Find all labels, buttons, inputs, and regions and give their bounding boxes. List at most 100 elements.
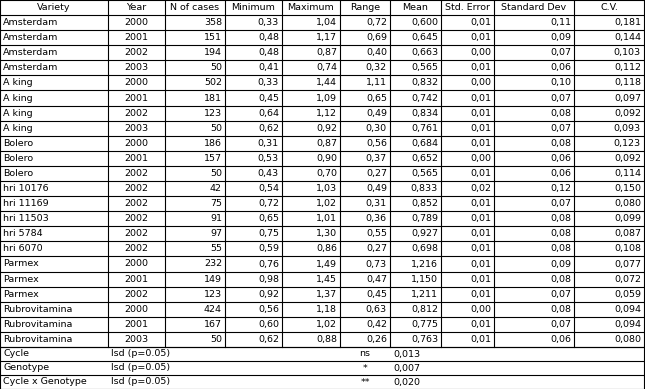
Text: hri 11503: hri 11503 [3,214,49,223]
Text: hri 6070: hri 6070 [3,244,43,253]
Text: 0,080: 0,080 [614,199,641,208]
Text: 0,698: 0,698 [411,244,438,253]
Text: 0,01: 0,01 [470,290,491,299]
Text: 2000: 2000 [124,139,148,148]
Text: 0,11: 0,11 [550,18,571,27]
Text: 0,56: 0,56 [366,139,387,148]
Text: 2002: 2002 [124,244,148,253]
Text: 0,112: 0,112 [614,63,641,72]
Text: 2000: 2000 [124,18,148,27]
Text: 1,211: 1,211 [411,290,438,299]
Text: 0,48: 0,48 [258,48,279,57]
Text: 0,080: 0,080 [614,335,641,344]
Text: Amsterdam: Amsterdam [3,63,59,72]
Text: Bolero: Bolero [3,154,33,163]
Text: 1,02: 1,02 [316,320,337,329]
Text: 0,06: 0,06 [550,154,571,163]
Text: 0,08: 0,08 [550,109,571,117]
Text: Parmex: Parmex [3,290,39,299]
Text: A king: A king [3,79,33,88]
Text: 0,31: 0,31 [258,139,279,148]
Text: Genotype: Genotype [3,363,49,373]
Text: 2002: 2002 [124,199,148,208]
Text: 0,652: 0,652 [411,154,438,163]
Text: lsd (p=0.05): lsd (p=0.05) [111,363,170,373]
Text: A king: A king [3,109,33,117]
Text: 0,007: 0,007 [393,363,420,373]
Text: 0,72: 0,72 [366,18,387,27]
Text: 0,789: 0,789 [411,214,438,223]
Text: 0,684: 0,684 [411,139,438,148]
Text: 0,64: 0,64 [258,109,279,117]
Text: 2002: 2002 [124,214,148,223]
Text: 2003: 2003 [124,124,148,133]
Text: C.V.: C.V. [600,3,618,12]
Text: 0,26: 0,26 [366,335,387,344]
Text: 0,092: 0,092 [614,154,641,163]
Text: Amsterdam: Amsterdam [3,48,59,57]
Text: 0,43: 0,43 [258,169,279,178]
Text: 0,072: 0,072 [614,275,641,284]
Text: Variety: Variety [37,3,71,12]
Text: 0,73: 0,73 [366,259,387,268]
Text: N of cases: N of cases [170,3,219,12]
Text: Std. Error: Std. Error [445,3,490,12]
Text: lsd (p=0.05): lsd (p=0.05) [111,377,170,387]
Text: 0,01: 0,01 [470,259,491,268]
Text: 0,62: 0,62 [258,335,279,344]
Text: 2001: 2001 [124,93,148,102]
Text: 0,150: 0,150 [614,184,641,193]
Text: A king: A king [3,124,33,133]
Text: Rubrovitamina: Rubrovitamina [3,320,72,329]
Text: 0,565: 0,565 [411,169,438,178]
Text: 0,02: 0,02 [470,184,491,193]
Text: Parmex: Parmex [3,275,39,284]
Text: 0,663: 0,663 [411,48,438,57]
Text: 50: 50 [210,169,222,178]
Text: 0,01: 0,01 [470,63,491,72]
Text: 0,07: 0,07 [550,48,571,57]
Text: 0,600: 0,600 [411,18,438,27]
Text: 0,059: 0,059 [614,290,641,299]
Text: 0,118: 0,118 [614,79,641,88]
Text: 0,833: 0,833 [411,184,438,193]
Text: 0,07: 0,07 [550,290,571,299]
Text: 91: 91 [210,214,222,223]
Text: 1,01: 1,01 [316,214,337,223]
Text: 0,01: 0,01 [470,230,491,238]
Text: 0,01: 0,01 [470,214,491,223]
Text: hri 10176: hri 10176 [3,184,48,193]
Text: 0,27: 0,27 [366,169,387,178]
Text: 50: 50 [210,63,222,72]
Text: 0,41: 0,41 [258,63,279,72]
Text: 0,00: 0,00 [470,79,491,88]
Text: 424: 424 [204,305,222,314]
Text: 123: 123 [204,109,222,117]
Text: 0,33: 0,33 [258,79,279,88]
Text: Standard Dev: Standard Dev [501,3,566,12]
Text: A king: A king [3,93,33,102]
Text: 0,00: 0,00 [470,154,491,163]
Text: hri 5784: hri 5784 [3,230,43,238]
Text: 0,27: 0,27 [366,244,387,253]
Text: 75: 75 [210,199,222,208]
Text: 1,17: 1,17 [316,33,337,42]
Text: 50: 50 [210,124,222,133]
Text: 186: 186 [204,139,222,148]
Text: Mean: Mean [402,3,428,12]
Text: 0,092: 0,092 [614,109,641,117]
Text: 2002: 2002 [124,109,148,117]
Text: 1,37: 1,37 [316,290,337,299]
Text: 1,49: 1,49 [316,259,337,268]
Text: 0,31: 0,31 [366,199,387,208]
Text: 0,01: 0,01 [470,33,491,42]
Text: 0,645: 0,645 [411,33,438,42]
Text: 2003: 2003 [124,63,148,72]
Text: Rubrovitamina: Rubrovitamina [3,305,72,314]
Text: 2001: 2001 [124,33,148,42]
Text: 0,10: 0,10 [550,79,571,88]
Text: Year: Year [126,3,146,12]
Text: 0,47: 0,47 [366,275,387,284]
Text: 0,56: 0,56 [258,305,279,314]
Text: 0,077: 0,077 [614,259,641,268]
